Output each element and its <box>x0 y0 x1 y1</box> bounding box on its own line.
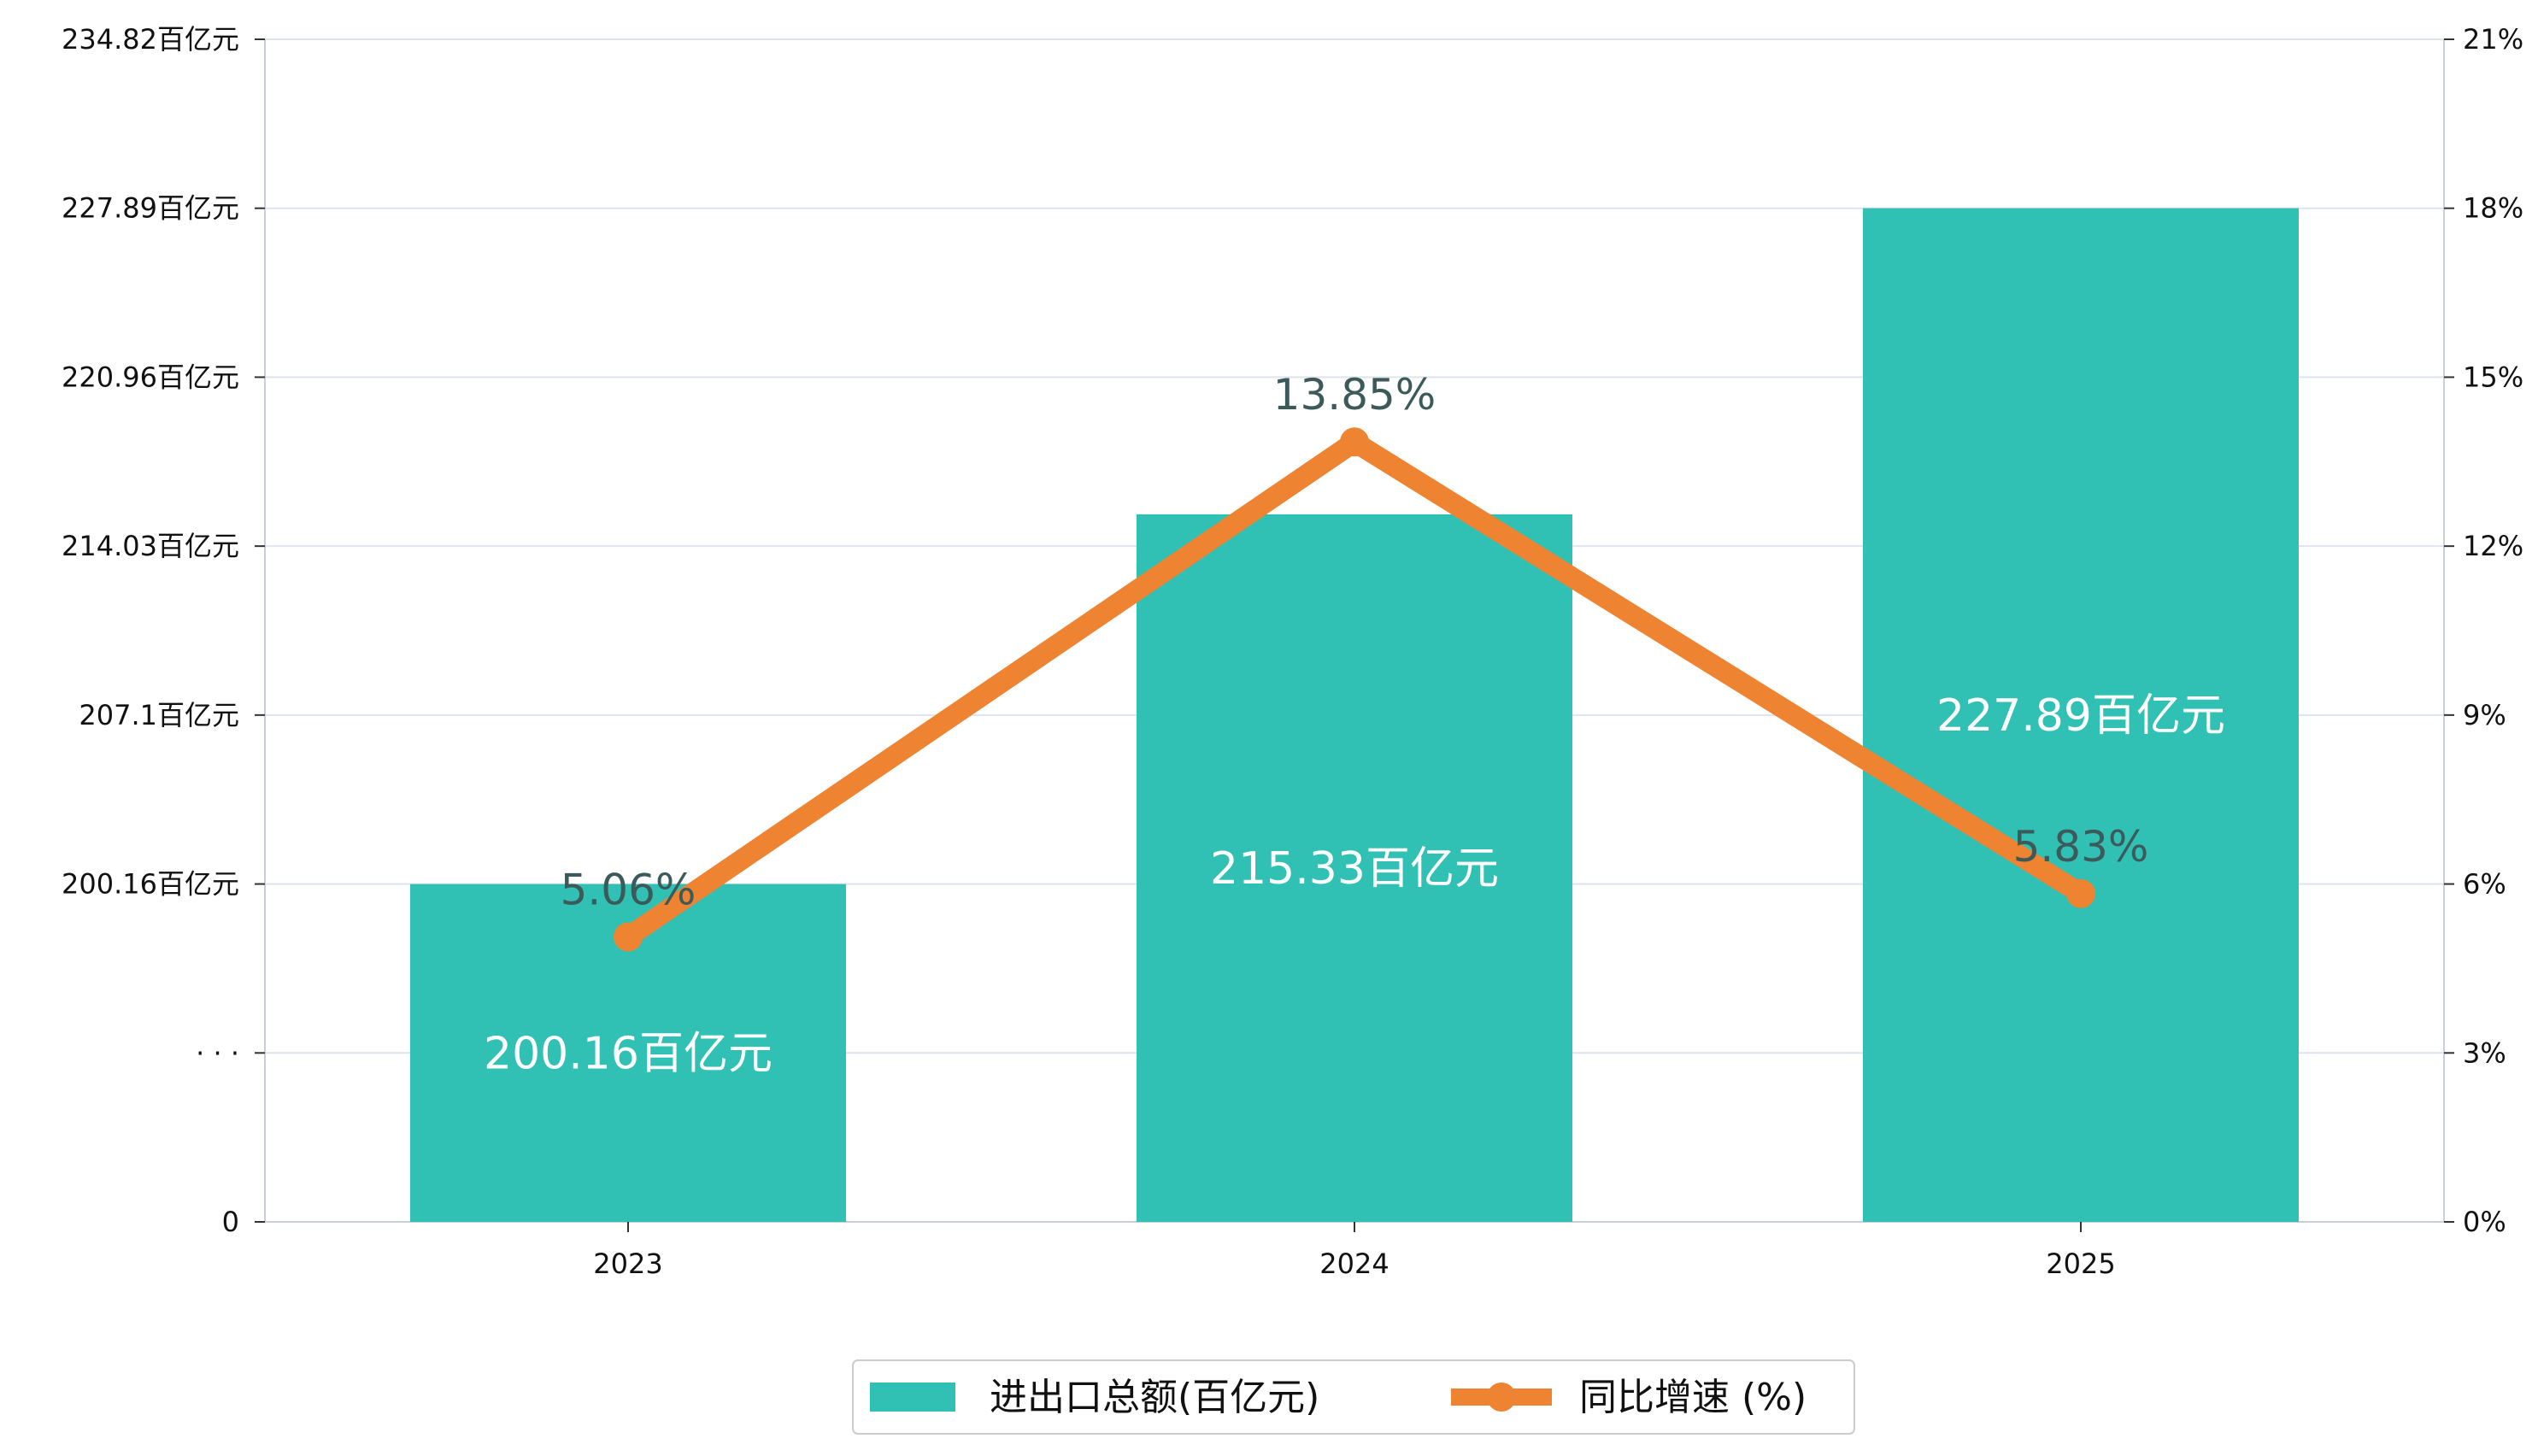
bar-value-label: 227.89百亿元 <box>1936 690 2225 742</box>
left-tick-label: · · · <box>196 1036 239 1069</box>
right-tick-label: 18% <box>2463 192 2523 225</box>
x-tick-label: 2024 <box>1319 1248 1389 1280</box>
right-tick-label: 15% <box>2463 361 2523 393</box>
line-point <box>2066 878 2095 908</box>
right-tick-label: 12% <box>2463 530 2523 562</box>
bar <box>1137 514 1572 1222</box>
legend-line-label: 同比增速 (%) <box>1579 1376 1807 1419</box>
line-series <box>614 427 2095 952</box>
bar-value-label: 200.16百亿元 <box>484 1028 773 1079</box>
left-tick-label: 220.96百亿元 <box>62 361 239 393</box>
x-tick-label: 2023 <box>593 1248 662 1280</box>
axes: 0 · · · 200.16百亿元 207.1百亿元 214.03百亿元 220.96百亿… <box>62 23 2523 1280</box>
legend-bar-label: 进出口总额(百亿元) <box>990 1376 1319 1419</box>
line-point <box>614 922 643 952</box>
bar-value-label: 215.33百亿元 <box>1210 843 1499 895</box>
legend: 进出口总额(百亿元) 同比增速 (%) <box>852 1359 1855 1435</box>
bar-series <box>410 208 2299 1222</box>
legend-line-marker <box>1487 1383 1516 1412</box>
x-tick-label: 2025 <box>2046 1248 2115 1280</box>
right-tick-label: 3% <box>2463 1036 2506 1069</box>
legend-bar-swatch <box>870 1383 955 1412</box>
left-tick-label: 234.82百亿元 <box>62 23 239 56</box>
line-value-label: 5.83% <box>2013 822 2149 872</box>
legend-box <box>852 1359 1855 1435</box>
line-value-label: 13.85% <box>1273 370 1436 420</box>
data-labels: 200.16百亿元 215.33百亿元 227.89百亿元 5.06% 13.85% 5.… <box>484 370 2225 1079</box>
left-tick-label: 207.1百亿元 <box>79 699 239 731</box>
line-point <box>1340 427 1369 457</box>
left-tick-label: 0 <box>222 1206 239 1238</box>
right-tick-label: 21% <box>2463 23 2523 56</box>
right-tick-label: 9% <box>2463 699 2506 731</box>
line-value-label: 5.06% <box>561 866 696 915</box>
right-tick-label: 6% <box>2463 868 2506 901</box>
bar <box>1863 208 2299 1222</box>
left-tick-label: 200.16百亿元 <box>62 868 239 901</box>
left-tick-label: 227.89百亿元 <box>62 192 239 225</box>
left-tick-label: 214.03百亿元 <box>62 530 239 562</box>
right-tick-label: 0% <box>2463 1206 2506 1238</box>
